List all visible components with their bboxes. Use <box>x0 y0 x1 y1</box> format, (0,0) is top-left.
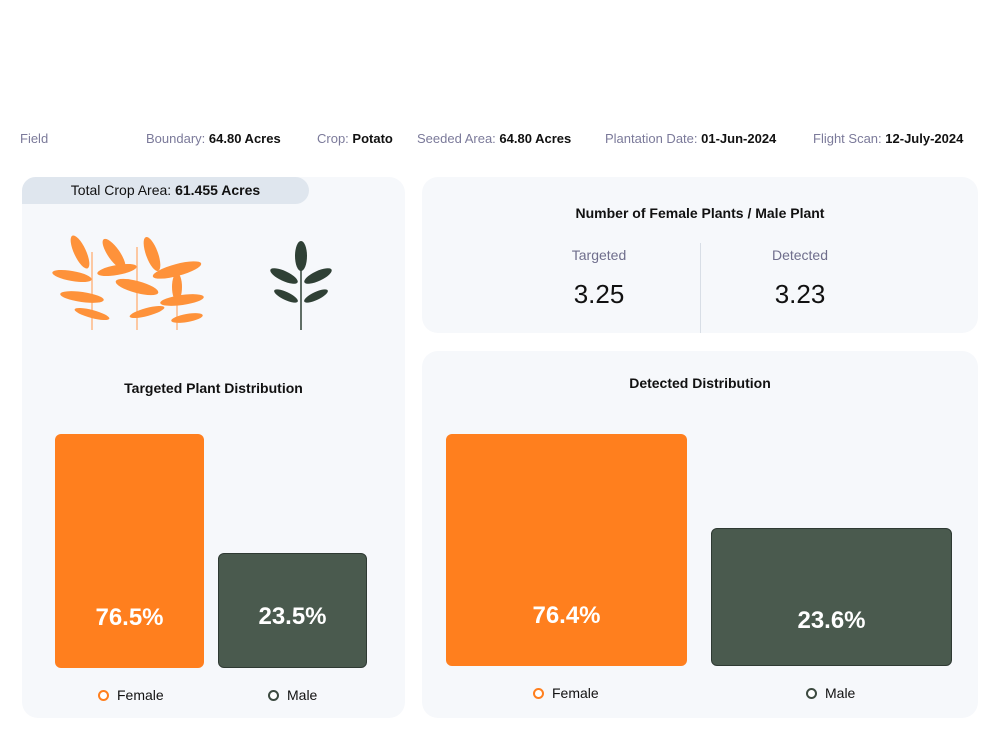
bar-label-male: 23.6% <box>797 607 866 634</box>
bar-label-male: 23.5% <box>258 603 327 630</box>
bar-female: 76.4% <box>446 434 687 666</box>
bar-female: 76.5% <box>55 434 204 668</box>
legend-female: Female <box>533 685 599 701</box>
female-plants-icon <box>52 235 204 330</box>
bar-male: 23.6% <box>711 528 952 666</box>
boundary-info: Boundary: 64.80 Acres <box>146 131 281 146</box>
seeded-area-info: Seeded Area: 64.80 Acres <box>417 131 572 146</box>
male-dot-icon <box>268 689 279 701</box>
legend-female: Female <box>98 687 164 703</box>
female-dot-icon <box>98 689 109 701</box>
targeted-distribution-title: Targeted Plant Distribution <box>124 380 303 396</box>
male-dot-icon <box>806 687 817 699</box>
detected-value: 3.23 <box>774 279 826 309</box>
targeted-label: Targeted <box>571 247 627 263</box>
total-crop-area-badge: Total Crop Area: 61.455 Acres <box>22 177 309 204</box>
detected-distribution-title: Detected Distribution <box>629 375 771 391</box>
male-plant-icon <box>270 241 332 330</box>
flight-scan-info: Flight Scan: 12-July-2024 <box>813 131 964 146</box>
legend-male: Male <box>268 687 317 703</box>
legend-male: Male <box>806 685 855 701</box>
bar-label-female: 76.4% <box>532 602 601 629</box>
field-label: Field <box>20 131 49 146</box>
ratio-title: Number of Female Plants / Male Plant <box>575 205 825 221</box>
ratio-divider <box>700 243 701 333</box>
detected-label: Detected <box>771 247 829 263</box>
plantation-date-info: Plantation Date: 01-Jun-2024 <box>605 131 777 146</box>
bar-label-female: 76.5% <box>95 604 164 631</box>
female-dot-icon <box>533 687 544 699</box>
targeted-value: 3.25 <box>573 279 625 309</box>
crop-info: Crop: Potato <box>317 131 393 146</box>
bar-male: 23.5% <box>218 553 367 668</box>
